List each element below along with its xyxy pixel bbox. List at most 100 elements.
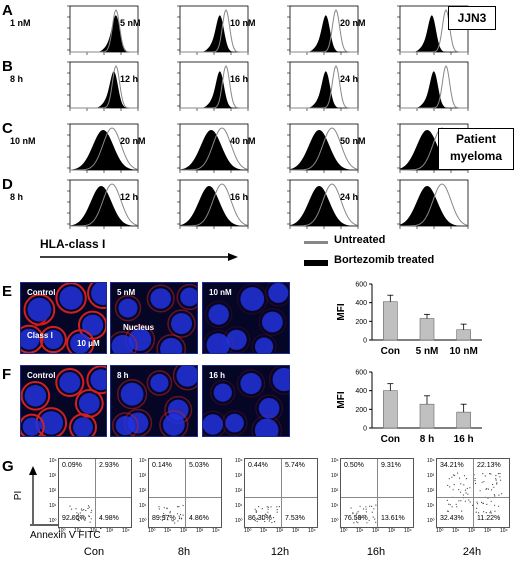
event-dot xyxy=(355,514,357,516)
hist-label: 10 nM xyxy=(230,18,256,28)
histogram-plot xyxy=(177,61,249,111)
nucleus xyxy=(115,416,135,436)
event-dot xyxy=(179,513,182,516)
event-dot xyxy=(84,517,86,519)
event-dot xyxy=(88,506,90,508)
event-dot xyxy=(178,506,180,508)
flow-y-tick: 10² xyxy=(331,488,339,494)
event-dot xyxy=(498,505,500,507)
nucleus xyxy=(162,413,185,436)
bar-e-1 xyxy=(419,318,435,341)
event-dot xyxy=(161,519,163,521)
event-dot xyxy=(469,487,471,489)
nucleus xyxy=(70,333,91,353)
untreated-curve xyxy=(70,127,139,171)
event-dot xyxy=(482,502,484,504)
cells-image xyxy=(21,366,106,436)
quadrant-lr: 4.86% xyxy=(189,515,209,522)
nucleus xyxy=(128,328,152,351)
event-dot xyxy=(182,504,184,507)
quadrant-h-line xyxy=(149,497,221,498)
event-dot xyxy=(449,504,451,506)
event-dot xyxy=(90,518,92,520)
flow-y-tick: 10² xyxy=(49,488,57,494)
event-dot xyxy=(255,511,257,513)
flow-plot: 0.50% 9.31% 76.58% 13.61% xyxy=(340,458,414,528)
nucleus xyxy=(240,287,265,311)
category-label: 10 nM xyxy=(449,346,477,357)
y-tick-label: 0 xyxy=(363,338,367,345)
histogram xyxy=(287,5,359,55)
event-dot xyxy=(169,511,171,513)
quadrant-ur: 22.13% xyxy=(477,462,501,469)
event-dot xyxy=(176,513,179,515)
untreated-curve xyxy=(400,9,468,53)
event-dot xyxy=(87,507,89,510)
untreated-curve xyxy=(400,183,469,227)
event-dot xyxy=(369,505,371,507)
flow-x-tick: 10⁴ xyxy=(122,528,130,534)
hist-label: 16 h xyxy=(230,74,249,84)
event-dot xyxy=(456,506,458,508)
event-dot xyxy=(76,518,78,520)
event-dot xyxy=(366,522,368,524)
flow-y-tick: 10⁰ xyxy=(427,518,435,524)
membrane-ring xyxy=(146,370,173,396)
event-dot xyxy=(458,500,460,502)
nucleus xyxy=(160,337,183,353)
event-dot xyxy=(465,492,467,494)
nucleus xyxy=(254,418,279,436)
hist-label: 8 h xyxy=(10,74,24,84)
flow-dots xyxy=(69,505,93,523)
flow-x-tick: 10⁰ xyxy=(340,528,348,534)
quadrant-v-line xyxy=(281,459,282,527)
membrane-ring xyxy=(269,366,289,395)
flow-y-tick: 10³ xyxy=(427,473,435,479)
event-dot xyxy=(271,521,273,524)
hist-label: 1 nM xyxy=(10,18,31,28)
quadrant-ul: 0.44% xyxy=(248,462,268,469)
event-dot xyxy=(460,483,462,485)
nucleus xyxy=(78,393,100,414)
untreated-curve xyxy=(180,127,249,171)
quadrant-h-line xyxy=(437,497,509,498)
quadrant-v-line xyxy=(377,459,378,527)
flow-plot: 34.21% 22.13% 32.43% 11.22% xyxy=(436,458,510,528)
quadrant-ll: 86.30% xyxy=(248,515,272,522)
quadrant-ul: 0.14% xyxy=(152,462,172,469)
membrane-ring xyxy=(251,333,277,353)
event-dot xyxy=(172,520,174,522)
legend-treated-swatch xyxy=(304,260,328,266)
event-dot xyxy=(70,518,72,520)
flow-x-tick: 10³ xyxy=(388,528,396,534)
event-dot xyxy=(364,514,366,516)
event-dot xyxy=(454,474,456,476)
event-dot xyxy=(353,522,355,524)
jjn3-label: JJN3 xyxy=(448,6,496,30)
treated-curve xyxy=(400,186,468,226)
event-dot xyxy=(474,477,476,480)
flow-x-tick: 10² xyxy=(468,528,476,534)
event-dot xyxy=(365,506,367,508)
event-dot xyxy=(460,491,462,493)
membrane-ring xyxy=(264,283,289,307)
event-dot xyxy=(352,513,354,515)
event-dot xyxy=(91,509,93,511)
event-dot xyxy=(452,489,454,491)
membrane-ring xyxy=(156,334,187,353)
flow-x-tick: 10⁰ xyxy=(58,528,66,534)
hist-label: 50 nM xyxy=(340,136,366,146)
hist-label: 10 nM xyxy=(10,136,36,146)
nucleus xyxy=(226,329,247,350)
event-dot xyxy=(375,521,377,523)
y-tick-label: 200 xyxy=(355,319,367,326)
quadrant-ll: 89.97% xyxy=(152,515,176,522)
untreated-curve xyxy=(180,65,248,109)
event-dot xyxy=(350,507,352,509)
event-dot xyxy=(88,515,90,518)
event-dot xyxy=(464,489,467,491)
nucleus xyxy=(22,417,41,436)
event-dot xyxy=(77,518,79,520)
nucleus xyxy=(43,329,63,350)
hist-label: 8 h xyxy=(10,192,24,202)
